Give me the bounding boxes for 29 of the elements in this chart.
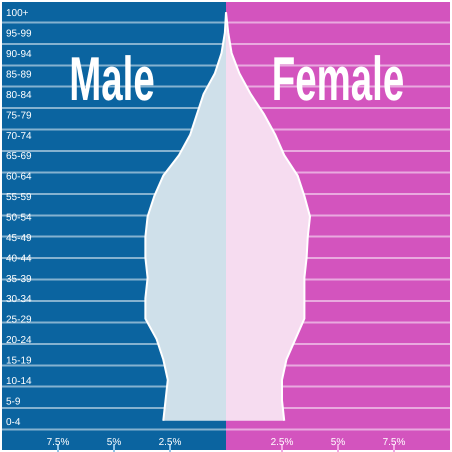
y-tick-label: 40-44 bbox=[6, 253, 32, 264]
y-tick-label: 0-4 bbox=[6, 416, 21, 428]
y-tick-label: 100+ bbox=[6, 8, 29, 20]
y-tick-label: 90-94 bbox=[6, 49, 32, 60]
y-tick-label: 85-89 bbox=[6, 70, 32, 80]
x-tick-label: 7.5% bbox=[382, 437, 406, 448]
y-tick-label: 65-69 bbox=[6, 151, 32, 162]
y-tick-label: 25-29 bbox=[6, 314, 32, 326]
y-tick-label: 30-34 bbox=[6, 294, 32, 306]
y-tick-label: 60-64 bbox=[6, 172, 32, 183]
series-label: Male bbox=[69, 44, 155, 114]
y-tick-label: 70-74 bbox=[6, 130, 32, 142]
y-tick-label: 75-79 bbox=[6, 110, 32, 122]
series-label: Female bbox=[272, 44, 404, 114]
y-tick-label: 10-14 bbox=[6, 376, 32, 387]
y-tick-label: 55-59 bbox=[6, 192, 32, 204]
y-tick-label: 35-39 bbox=[6, 274, 32, 285]
x-tick-label: 2.5% bbox=[270, 437, 294, 448]
y-tick-label: 50-54 bbox=[6, 212, 32, 224]
y-tick-label: 80-84 bbox=[6, 90, 32, 101]
y-tick-label: 95-99 bbox=[6, 28, 32, 40]
y-tick-label: 5-9 bbox=[6, 396, 21, 408]
x-tick-label: 7.5% bbox=[46, 437, 70, 448]
x-tick-label: 5% bbox=[330, 437, 346, 448]
x-tick-label: 2.5% bbox=[158, 437, 182, 448]
x-tick-label: 5% bbox=[106, 437, 122, 448]
y-tick-label: 15-19 bbox=[6, 356, 32, 366]
y-tick-label: 20-24 bbox=[6, 335, 32, 346]
y-tick-label: 45-49 bbox=[6, 232, 32, 244]
